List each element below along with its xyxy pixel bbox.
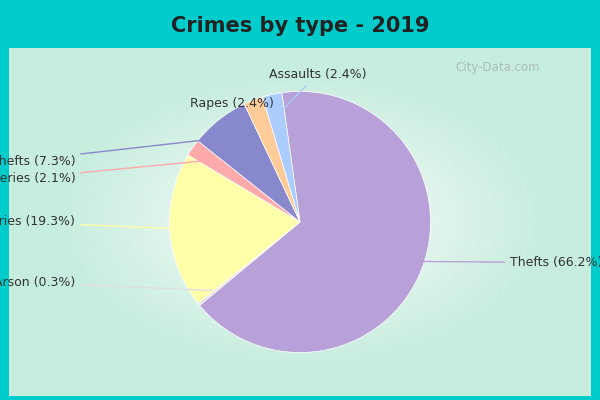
Text: Thefts (66.2%): Thefts (66.2%) xyxy=(404,256,600,269)
Text: Rapes (2.4%): Rapes (2.4%) xyxy=(190,97,274,119)
Text: Auto thefts (7.3%): Auto thefts (7.3%) xyxy=(0,137,230,168)
Wedge shape xyxy=(263,93,300,222)
Wedge shape xyxy=(170,155,300,304)
Text: Crimes by type - 2019: Crimes by type - 2019 xyxy=(171,16,429,36)
Text: Robberies (2.1%): Robberies (2.1%) xyxy=(0,160,208,185)
Text: Burglaries (19.3%): Burglaries (19.3%) xyxy=(0,216,189,229)
Text: Arson (0.3%): Arson (0.3%) xyxy=(0,276,213,290)
Wedge shape xyxy=(188,141,300,222)
Text: City-Data.com: City-Data.com xyxy=(455,62,541,74)
Wedge shape xyxy=(244,97,300,222)
Text: Assaults (2.4%): Assaults (2.4%) xyxy=(269,68,366,114)
Wedge shape xyxy=(198,104,300,222)
Wedge shape xyxy=(200,92,430,352)
Wedge shape xyxy=(198,222,300,305)
